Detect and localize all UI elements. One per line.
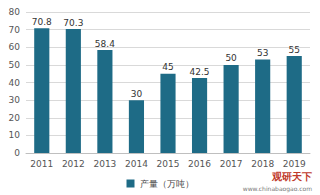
svg-text:2016: 2016: [188, 159, 211, 169]
svg-text:2019: 2019: [283, 159, 306, 169]
svg-text:产量（万吨）: 产量（万吨）: [140, 179, 194, 189]
svg-text:50: 50: [225, 53, 237, 63]
svg-text:2014: 2014: [125, 159, 148, 169]
svg-text:50: 50: [9, 60, 21, 70]
svg-text:80: 80: [9, 7, 21, 17]
svg-text:70.3: 70.3: [63, 18, 83, 28]
svg-text:2017: 2017: [220, 159, 243, 169]
svg-text:2018: 2018: [251, 159, 274, 169]
svg-text:2015: 2015: [157, 159, 180, 169]
svg-text:20: 20: [9, 113, 21, 123]
svg-text:2013: 2013: [93, 159, 116, 169]
svg-text:53: 53: [257, 48, 268, 58]
svg-text:60: 60: [9, 42, 21, 52]
svg-text:70: 70: [9, 25, 21, 35]
svg-text:10: 10: [9, 130, 21, 140]
svg-text:观研天下: 观研天下: [271, 171, 312, 182]
svg-text:42.5: 42.5: [190, 67, 210, 77]
svg-text:40: 40: [9, 78, 21, 88]
svg-text:www.chinabaogao.com: www.chinabaogao.com: [243, 185, 312, 193]
svg-text:2012: 2012: [62, 159, 85, 169]
svg-text:0: 0: [14, 148, 20, 158]
svg-text:30: 30: [131, 89, 143, 99]
svg-text:45: 45: [162, 62, 173, 72]
svg-text:30: 30: [9, 95, 21, 105]
svg-text:58.4: 58.4: [95, 39, 115, 49]
svg-text:55: 55: [288, 45, 299, 55]
svg-text:2011: 2011: [30, 159, 53, 169]
svg-text:70.8: 70.8: [32, 17, 52, 27]
